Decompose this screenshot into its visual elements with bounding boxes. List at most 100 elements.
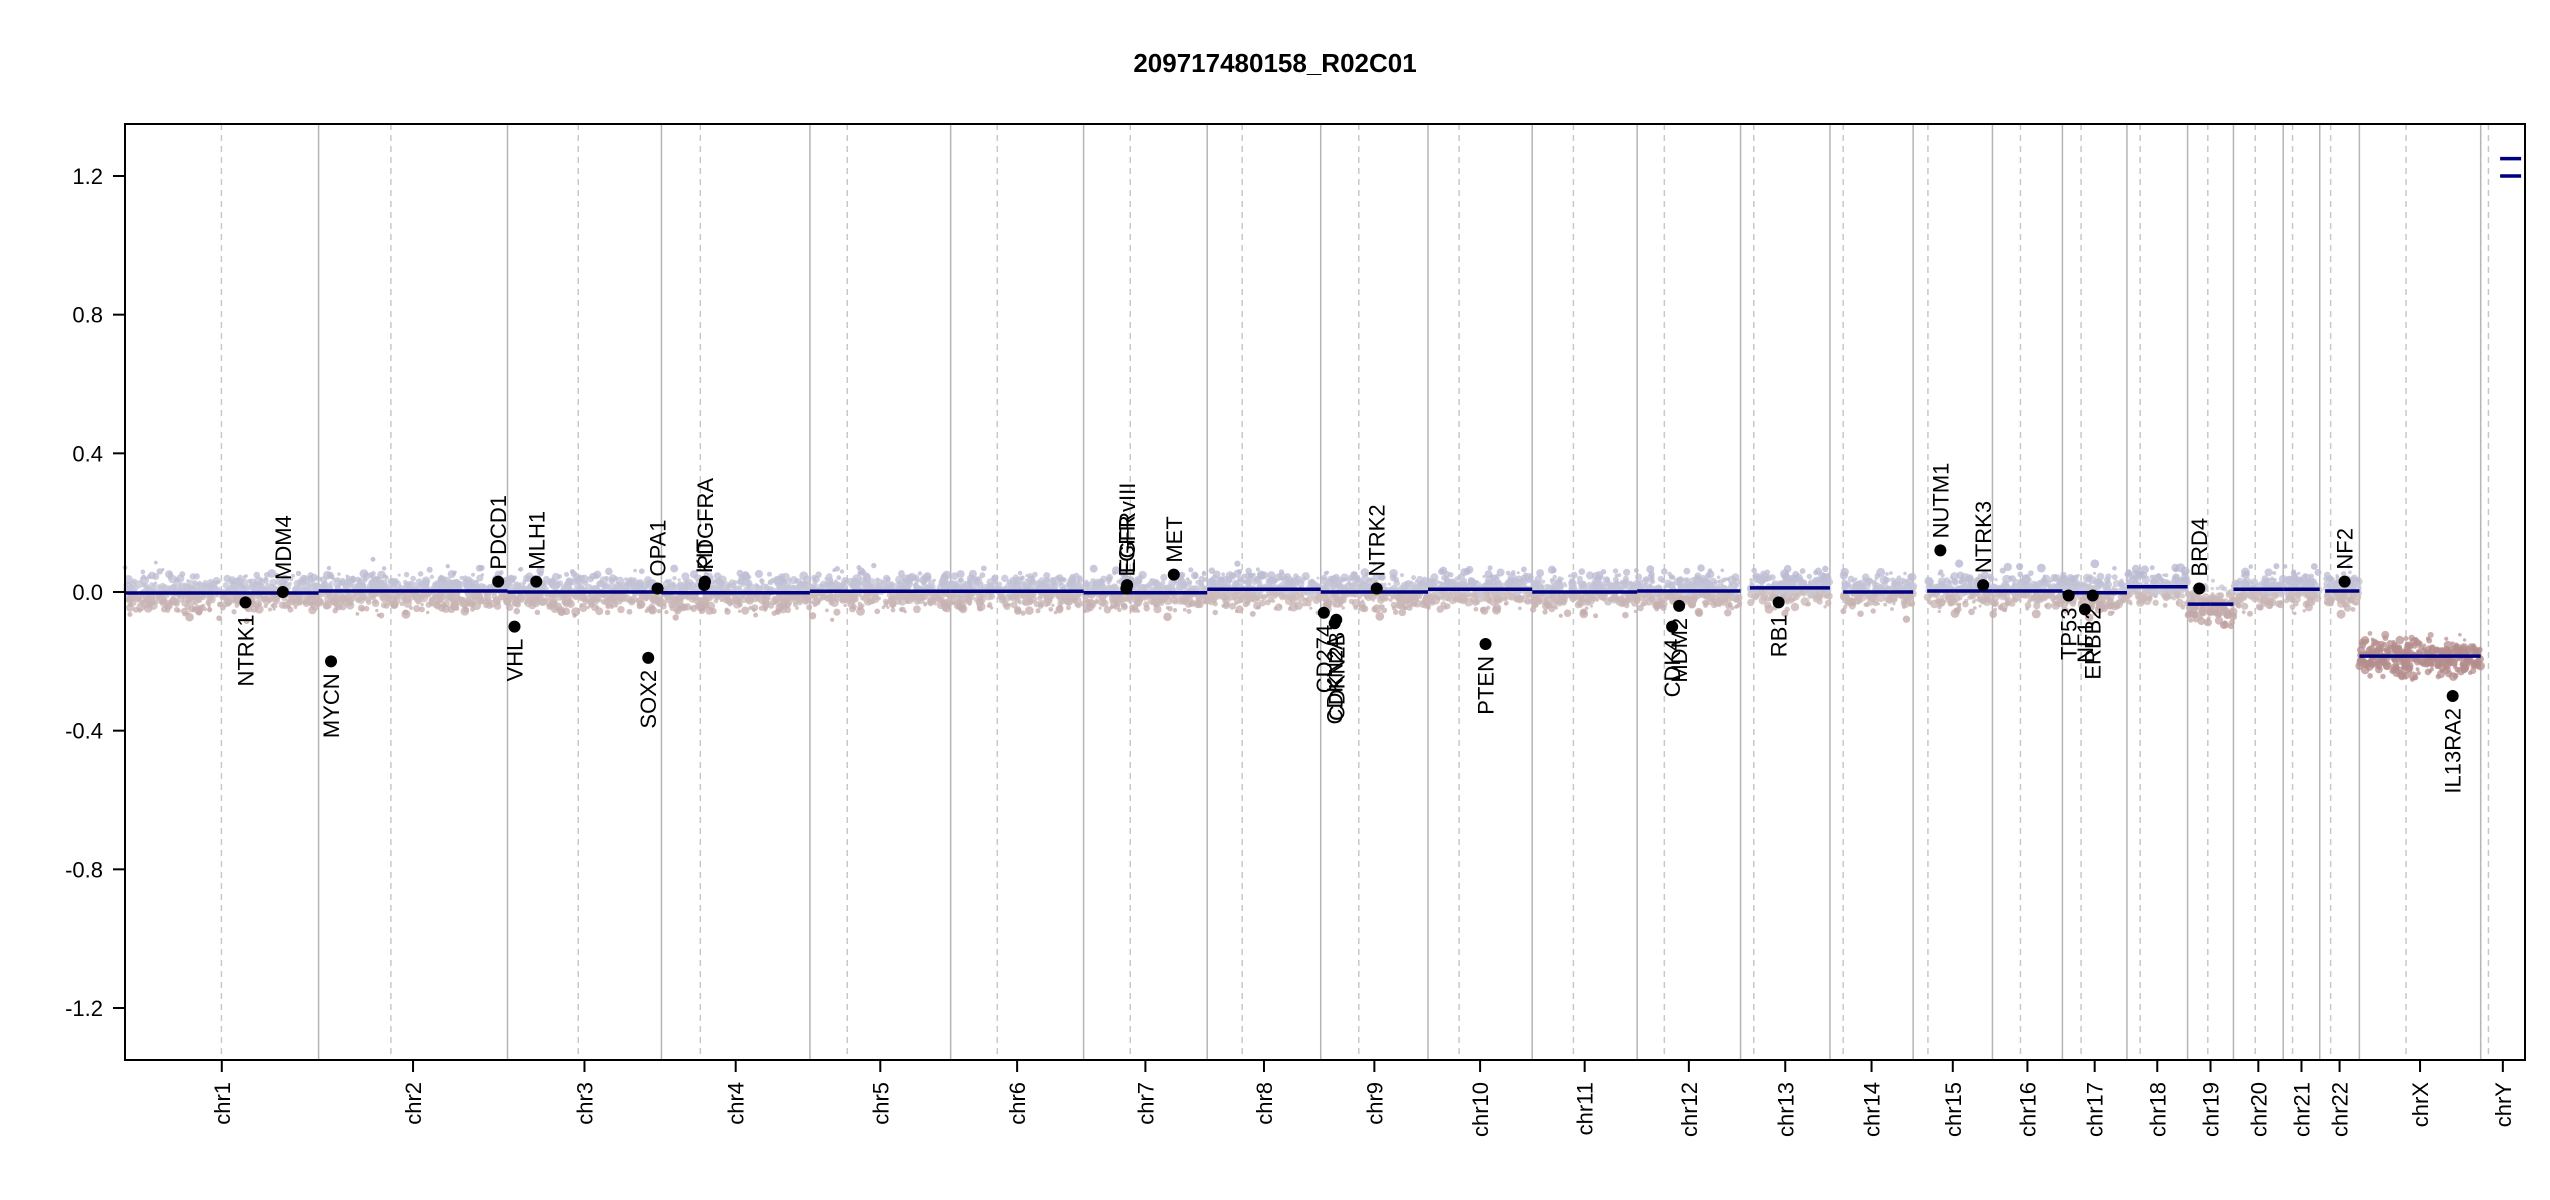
probe-point: [1669, 574, 1675, 580]
probe-point: [1541, 602, 1550, 611]
probe-point: [626, 608, 633, 615]
probe-point: [595, 607, 604, 616]
probe-point: [1623, 568, 1631, 576]
probe-point: [324, 595, 332, 604]
probe-point: [582, 597, 589, 605]
probe-point: [1001, 574, 1009, 583]
probe-point: [1485, 579, 1492, 586]
probe-point: [1624, 581, 1628, 585]
probe-point: [607, 597, 613, 603]
probe-point: [195, 608, 203, 616]
probe-point: [403, 598, 412, 608]
probe-point: [795, 606, 799, 610]
probe-point: [1100, 599, 1109, 608]
probe-point: [557, 606, 566, 616]
probe-point: [1150, 599, 1154, 603]
probe-point: [1172, 608, 1178, 613]
probe-point: [1043, 582, 1050, 589]
probe-point: [1548, 594, 1557, 603]
probe-point: [968, 569, 977, 578]
probe-point: [350, 575, 356, 582]
probe-point: [1822, 565, 1829, 573]
probe-point: [1717, 579, 1721, 583]
probe-point: [1735, 584, 1739, 588]
probe-point: [310, 583, 318, 591]
probe-point: [1034, 579, 1043, 589]
probe-point: [1585, 571, 1595, 580]
probe-point: [941, 585, 945, 590]
probe-point: [1273, 577, 1279, 583]
probe-point: [914, 594, 920, 599]
probe-point: [480, 573, 485, 577]
probe-point: [1153, 603, 1158, 608]
probe-point: [1612, 568, 1619, 574]
probe-point: [761, 596, 770, 605]
probe-point: [1570, 571, 1578, 579]
probe-point: [1392, 609, 1399, 615]
probe-point: [229, 595, 237, 603]
probe-point: [671, 582, 676, 588]
probe-point: [1048, 606, 1054, 612]
probe-point: [1048, 577, 1057, 586]
probe-point: [1818, 571, 1826, 579]
probe-point: [1277, 584, 1281, 588]
probe-point: [1411, 575, 1417, 581]
probe-point: [333, 579, 342, 589]
probe-point: [828, 579, 834, 585]
probe-point: [1876, 567, 1886, 577]
probe-point: [438, 591, 447, 601]
probe-point: [1764, 604, 1774, 614]
probe-point: [1530, 606, 1537, 613]
probe-point: [1650, 576, 1655, 581]
probe-point: [1061, 585, 1066, 590]
probe-point: [1375, 612, 1385, 621]
probe-point: [1541, 579, 1546, 584]
probe-point: [442, 583, 450, 591]
probe-point: [825, 608, 829, 613]
probe-point: [1384, 586, 1389, 591]
probe-point: [1877, 593, 1886, 603]
probe-point: [849, 580, 859, 590]
probe-point: [1568, 583, 1576, 591]
probe-point: [1567, 574, 1572, 578]
probe-point: [1578, 568, 1586, 575]
probe-point: [1336, 595, 1345, 604]
probe-point: [753, 612, 759, 618]
probe-point: [247, 578, 252, 583]
probe-point: [1486, 598, 1492, 604]
probe-point: [1799, 568, 1806, 574]
probe-point: [374, 591, 380, 597]
probe-point: [1444, 577, 1451, 585]
probe-point: [1043, 572, 1051, 580]
probe-point: [1282, 594, 1289, 601]
probe-point: [1293, 573, 1299, 579]
probe-point: [1657, 575, 1664, 583]
probe-point: [1595, 571, 1604, 579]
probe-point: [1557, 576, 1563, 582]
probe-point: [355, 576, 361, 582]
probe-point: [418, 578, 422, 582]
probe-point: [1109, 598, 1115, 604]
probe-point: [1784, 581, 1788, 585]
probe-point: [891, 604, 895, 609]
probe-point: [980, 593, 986, 599]
probe-point: [622, 582, 626, 586]
probe-point: [435, 581, 444, 589]
probe-point: [1824, 599, 1832, 607]
probe-point: [1401, 583, 1408, 590]
probe-point: [606, 604, 610, 608]
probe-point: [1190, 571, 1199, 580]
probe-point: [1180, 586, 1184, 590]
probe-point: [1790, 593, 1794, 597]
probe-point: [1702, 591, 1712, 601]
probe-point: [1387, 582, 1391, 586]
probe-point: [1337, 602, 1344, 608]
probe-point: [209, 580, 218, 589]
probe-point: [792, 602, 798, 608]
probe-point: [630, 586, 635, 591]
probe-point: [810, 600, 814, 605]
probe-point: [244, 574, 248, 578]
probe-point: [158, 585, 164, 591]
probe-point: [989, 606, 994, 610]
probe-point: [381, 583, 390, 591]
